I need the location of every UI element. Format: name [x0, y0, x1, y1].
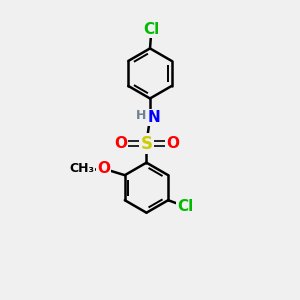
Text: H: H: [136, 109, 146, 122]
Text: Cl: Cl: [178, 199, 194, 214]
Text: S: S: [140, 134, 152, 152]
Text: N: N: [148, 110, 161, 125]
Text: O: O: [97, 161, 110, 176]
Text: Cl: Cl: [143, 22, 160, 37]
Text: O: O: [114, 136, 127, 151]
Text: CH₃: CH₃: [69, 162, 94, 175]
Text: O: O: [166, 136, 179, 151]
